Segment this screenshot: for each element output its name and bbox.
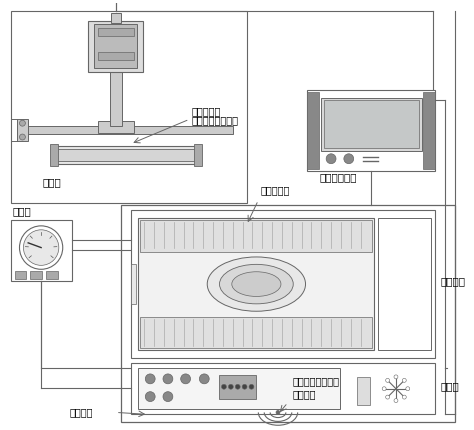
Bar — [46, 271, 58, 279]
Circle shape — [326, 154, 336, 164]
Circle shape — [163, 374, 173, 384]
Bar — [138, 368, 340, 409]
Bar — [308, 92, 319, 169]
Bar — [356, 377, 370, 405]
Circle shape — [402, 378, 406, 382]
Text: 校验仪: 校验仪 — [440, 381, 459, 391]
Circle shape — [382, 387, 386, 391]
Text: 环形照明灯: 环形照明灯 — [191, 106, 221, 117]
Circle shape — [249, 384, 254, 389]
Circle shape — [276, 411, 280, 415]
Text: 图像处理装置: 图像处理装置 — [319, 172, 357, 182]
Circle shape — [386, 378, 390, 382]
Bar — [194, 144, 202, 166]
Circle shape — [19, 226, 63, 269]
Circle shape — [19, 134, 26, 140]
Bar — [98, 52, 134, 60]
Bar — [17, 119, 28, 141]
Bar — [56, 149, 195, 161]
Bar — [98, 28, 134, 37]
Ellipse shape — [219, 264, 293, 304]
Bar — [110, 52, 122, 126]
Text: 摄像台: 摄像台 — [42, 178, 61, 187]
Bar — [52, 146, 200, 164]
Bar — [94, 25, 137, 68]
Bar — [378, 218, 431, 350]
Bar — [140, 220, 373, 252]
Bar — [15, 271, 27, 279]
Bar — [10, 11, 246, 203]
Bar — [121, 205, 455, 422]
Circle shape — [23, 230, 59, 265]
Circle shape — [200, 374, 209, 384]
Circle shape — [386, 395, 390, 399]
Circle shape — [242, 384, 247, 389]
Ellipse shape — [232, 272, 281, 296]
Bar — [138, 218, 374, 350]
Text: 连接触点: 连接触点 — [70, 407, 93, 418]
Bar — [324, 101, 419, 148]
Bar — [140, 316, 373, 348]
Bar — [219, 375, 256, 399]
Circle shape — [394, 399, 398, 402]
Text: 天线通过无线发射
传输数据: 天线通过无线发射 传输数据 — [293, 376, 340, 399]
Bar — [130, 264, 137, 304]
Bar — [10, 220, 72, 281]
Text: 温控器检测时位置: 温控器检测时位置 — [191, 115, 238, 125]
Circle shape — [221, 384, 227, 389]
Circle shape — [146, 392, 155, 402]
Bar — [30, 271, 42, 279]
Circle shape — [146, 374, 155, 384]
Circle shape — [344, 154, 354, 164]
Text: 温控器: 温控器 — [13, 206, 31, 216]
Text: 恒温油槽: 恒温油槽 — [440, 276, 465, 286]
Bar — [17, 126, 233, 134]
Circle shape — [181, 374, 191, 384]
Circle shape — [228, 384, 233, 389]
Circle shape — [402, 395, 406, 399]
Circle shape — [19, 120, 26, 126]
Circle shape — [163, 392, 173, 402]
Bar — [88, 21, 143, 72]
Bar — [423, 92, 435, 169]
Bar — [321, 98, 421, 151]
Bar — [98, 121, 134, 133]
Bar — [130, 210, 435, 358]
Ellipse shape — [207, 257, 306, 311]
Bar — [130, 363, 435, 415]
Bar — [308, 89, 435, 171]
Circle shape — [406, 387, 410, 391]
Circle shape — [235, 384, 240, 389]
Bar — [50, 144, 58, 166]
Bar — [111, 12, 121, 22]
Text: 温控器温包: 温控器温包 — [260, 185, 290, 195]
Circle shape — [394, 375, 398, 379]
